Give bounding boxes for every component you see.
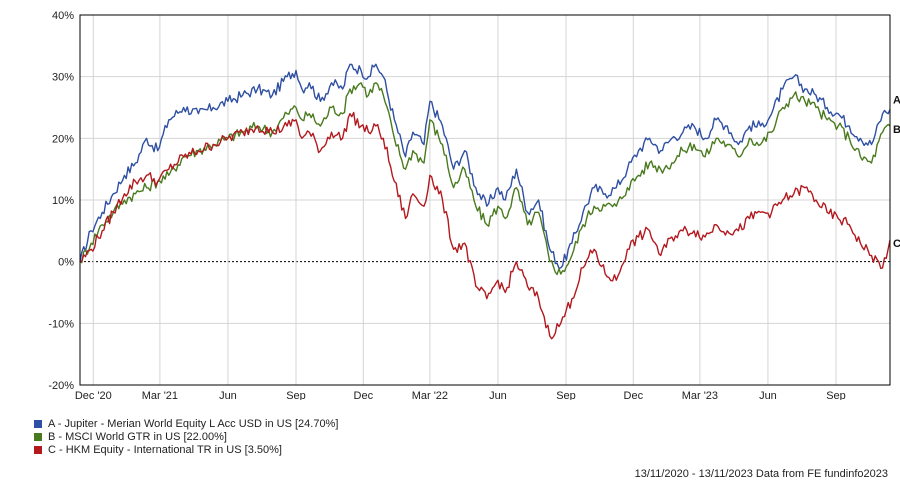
x-tick-label: Mar '23 — [682, 390, 718, 400]
legend-label-a: A - Jupiter - Merian World Equity L Acc … — [48, 417, 339, 430]
legend-item-a: A - Jupiter - Merian World Equity L Acc … — [34, 417, 338, 430]
end-label-c: C — [893, 238, 900, 250]
legend-item-b: B - MSCI World GTR in US [22.00%] — [34, 430, 338, 443]
legend-swatch-b — [34, 432, 42, 441]
x-tick-label: Dec — [624, 390, 644, 400]
legend-item-c: C - HKM Equity - International TR in US … — [34, 443, 338, 456]
legend-swatch-c — [34, 445, 42, 454]
x-tick-label: Jun — [759, 390, 777, 400]
performance-chart: 40% 30% 20% 10% 0% -10% -20% Dec '20 Mar '21 Jun… — [48, 10, 900, 400]
x-tick-label: Mar '22 — [412, 390, 448, 400]
legend-swatch-a — [34, 419, 42, 428]
y-tick-label: -10% — [48, 318, 74, 330]
x-axis: Dec '20 Mar '21 Jun Sep Dec Mar '22 Jun Sep Dec M… — [75, 390, 846, 400]
y-tick-label: 20% — [52, 133, 74, 145]
series-line-b — [79, 82, 891, 276]
y-tick-label: 40% — [52, 10, 74, 22]
series-line-a — [79, 63, 891, 270]
series-line-c — [79, 111, 891, 340]
plot-frame — [79, 14, 891, 386]
x-tick-label: Dec '20 — [75, 390, 112, 400]
x-tick-label: Jun — [219, 390, 237, 400]
y-tick-label: 30% — [52, 72, 74, 84]
y-tick-label: -20% — [48, 380, 74, 392]
y-tick-label: 0% — [58, 257, 74, 269]
end-label-a: A — [893, 94, 900, 106]
x-tick-label: Jun — [489, 390, 507, 400]
legend-label-c: C - HKM Equity - International TR in US … — [48, 443, 282, 456]
legend-label-b: B - MSCI World GTR in US [22.00%] — [48, 430, 227, 443]
legend: A - Jupiter - Merian World Equity L Acc … — [34, 417, 338, 456]
x-tick-label: Dec — [354, 390, 374, 400]
x-tick-label: Mar '21 — [142, 390, 178, 400]
end-labels: A B C — [893, 94, 900, 250]
series-lines — [79, 63, 891, 340]
x-tick-label: Sep — [286, 390, 306, 400]
footer-source: 13/11/2020 - 13/11/2023 Data from FE fun… — [634, 468, 888, 480]
x-tick-label: Sep — [556, 390, 576, 400]
x-tick-label: Sep — [826, 390, 846, 400]
y-axis: 40% 30% 20% 10% 0% -10% -20% — [48, 10, 74, 392]
end-label-b: B — [893, 124, 900, 136]
y-tick-label: 10% — [52, 195, 74, 207]
